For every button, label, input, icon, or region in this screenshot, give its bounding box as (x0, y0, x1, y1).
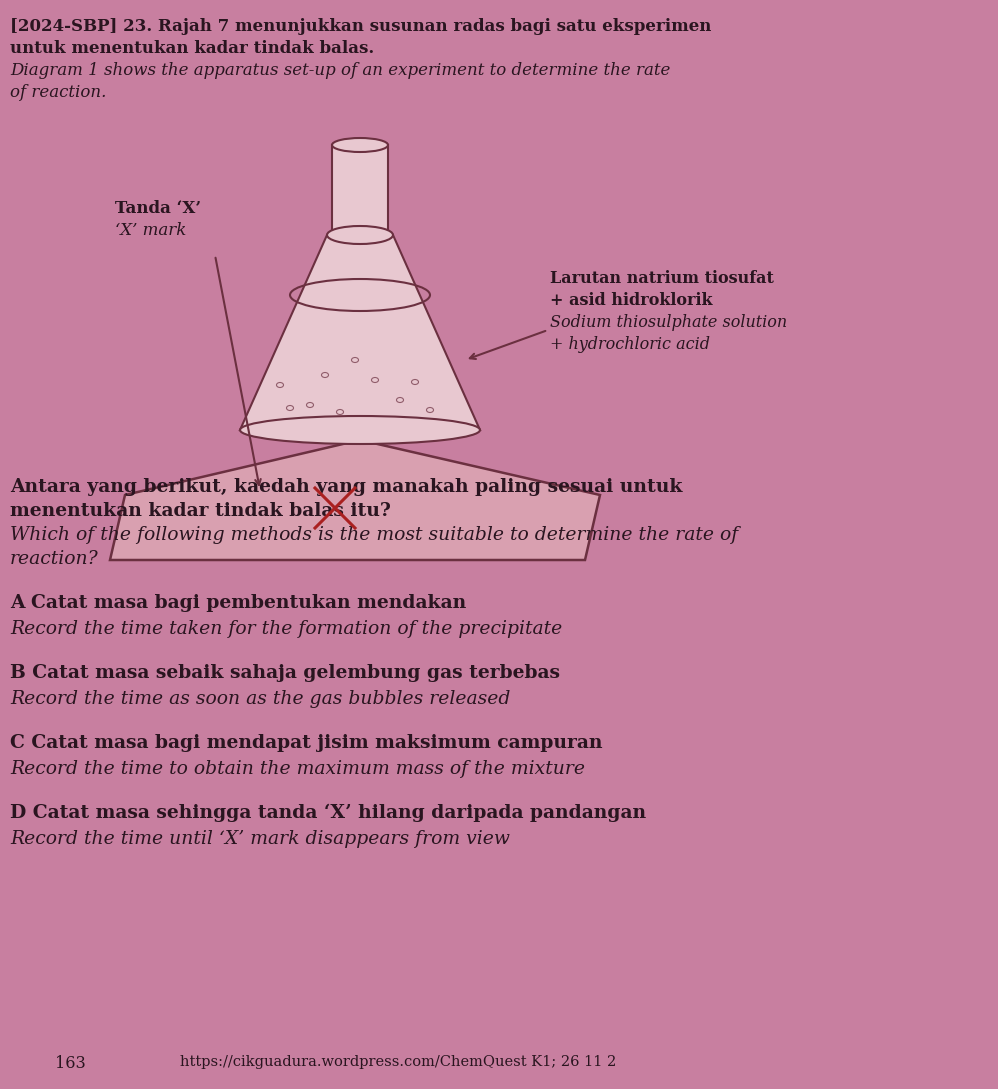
Text: Sodium thiosulphate solution: Sodium thiosulphate solution (550, 314, 787, 331)
Text: untuk menentukan kadar tindak balas.: untuk menentukan kadar tindak balas. (10, 40, 374, 57)
Text: reaction?: reaction? (10, 550, 99, 568)
Text: Record the time to obtain the maximum mass of the mixture: Record the time to obtain the maximum ma… (10, 760, 585, 778)
Text: https://cikguadura.wordpress.com/ChemQuest K1; 26 11 2: https://cikguadura.wordpress.com/ChemQue… (180, 1055, 616, 1069)
Ellipse shape (332, 138, 388, 152)
Text: of reaction.: of reaction. (10, 84, 107, 101)
Text: Record the time taken for the formation of the precipitate: Record the time taken for the formation … (10, 620, 562, 638)
Text: ‘X’ mark: ‘X’ mark (115, 222, 187, 238)
Polygon shape (110, 440, 600, 560)
Text: + hydrochloric acid: + hydrochloric acid (550, 337, 710, 353)
Text: Record the time as soon as the gas bubbles released: Record the time as soon as the gas bubbl… (10, 690, 510, 708)
Text: + asid hidroklorik: + asid hidroklorik (550, 292, 713, 309)
Text: menentukan kadar tindak balas itu?: menentukan kadar tindak balas itu? (10, 502, 391, 521)
Text: [2024-SBP] 23. Rajah 7 menunjukkan susunan radas bagi satu eksperimen: [2024-SBP] 23. Rajah 7 menunjukkan susun… (10, 19, 712, 35)
Text: Larutan natrium tiosufat: Larutan natrium tiosufat (550, 270, 773, 287)
Polygon shape (240, 235, 480, 430)
Text: Tanda ‘X’: Tanda ‘X’ (115, 200, 202, 217)
Text: B Catat masa sebaik sahaja gelembung gas terbebas: B Catat masa sebaik sahaja gelembung gas… (10, 664, 560, 682)
Text: Record the time until ‘X’ mark disappears from view: Record the time until ‘X’ mark disappear… (10, 830, 510, 848)
Text: Which of the following methods is the most suitable to determine the rate of: Which of the following methods is the mo… (10, 526, 739, 544)
Text: Antara yang berikut, kaedah yang manakah paling sesuai untuk: Antara yang berikut, kaedah yang manakah… (10, 478, 683, 495)
Ellipse shape (240, 416, 480, 444)
Text: Diagram 1 shows the apparatus set-up of an experiment to determine the rate: Diagram 1 shows the apparatus set-up of … (10, 62, 671, 79)
Text: 163: 163 (55, 1055, 86, 1072)
Ellipse shape (327, 227, 393, 244)
Bar (332, 145, 388, 235)
Text: C Catat masa bagi mendapat jisim maksimum campuran: C Catat masa bagi mendapat jisim maksimu… (10, 734, 603, 752)
Text: A Catat masa bagi pembentukan mendakan: A Catat masa bagi pembentukan mendakan (10, 594, 466, 612)
Text: D Catat masa sehingga tanda ‘X’ hilang daripada pandangan: D Catat masa sehingga tanda ‘X’ hilang d… (10, 804, 646, 822)
